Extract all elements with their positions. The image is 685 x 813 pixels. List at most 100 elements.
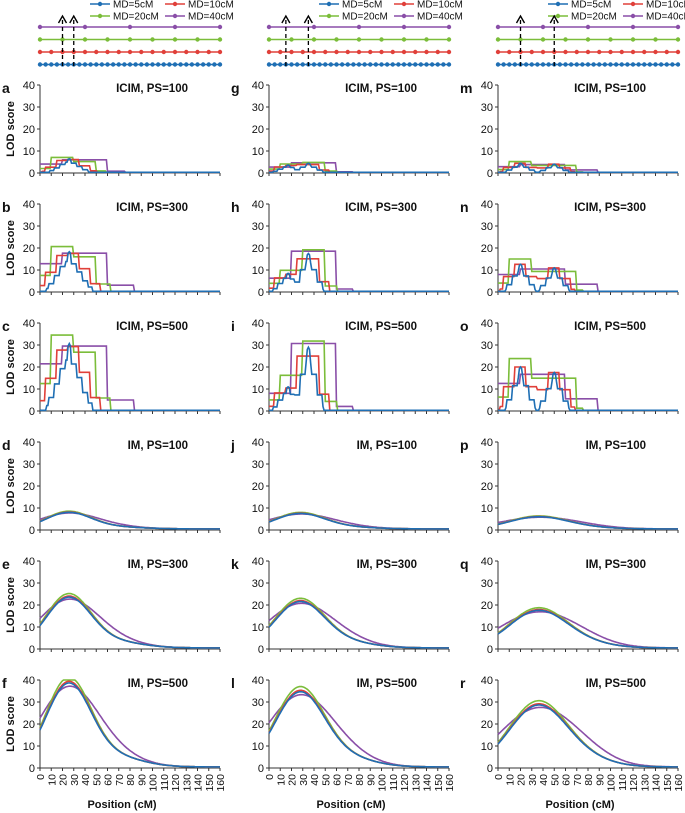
marker-dot bbox=[401, 62, 407, 67]
y-tick-label: 10 bbox=[481, 741, 493, 753]
x-tick-label: 60 bbox=[332, 774, 344, 786]
panel-o: 0 10 20 30 40 o ICIM, PS=500 bbox=[460, 318, 679, 418]
marker-dot bbox=[585, 49, 591, 55]
x-tick-label: 130 bbox=[410, 774, 422, 792]
y-tick-label: 0 bbox=[29, 525, 35, 537]
x-tick-label: 20 bbox=[516, 774, 528, 786]
x-tick-label: 10 bbox=[275, 774, 287, 786]
y-tick-label: 10 bbox=[252, 741, 264, 753]
y-tick-label: 40 bbox=[481, 199, 493, 211]
marker-dot bbox=[495, 62, 501, 67]
series-line-md-40cm bbox=[39, 685, 220, 768]
marker-dot bbox=[379, 49, 384, 55]
y-tick-label: 30 bbox=[481, 697, 493, 709]
y-tick-label: 40 bbox=[23, 318, 35, 330]
panel-n: 0 10 20 30 40 n ICIM, PS=300 bbox=[460, 199, 679, 299]
marker-dot bbox=[49, 62, 54, 67]
marker-dot bbox=[195, 49, 200, 55]
marker-dot bbox=[636, 62, 641, 67]
marker-dot bbox=[60, 37, 65, 42]
marker-dot bbox=[540, 37, 546, 42]
y-tick-label: 30 bbox=[252, 459, 264, 471]
marker-dot bbox=[311, 37, 317, 42]
marker-dot bbox=[540, 49, 546, 55]
y-axis-label: LOD score bbox=[5, 577, 17, 633]
marker-dot bbox=[356, 37, 362, 42]
y-tick-label: 0 bbox=[29, 168, 35, 180]
x-tick-label: 100 bbox=[377, 774, 389, 792]
y-tick-label: 40 bbox=[23, 556, 35, 568]
series-line-md-40cm bbox=[497, 611, 678, 649]
y-tick-label: 30 bbox=[252, 340, 264, 352]
x-tick-label: 60 bbox=[103, 774, 115, 786]
marker-dot bbox=[356, 24, 362, 30]
panel-p: 0 10 20 30 40 p IM, PS=100 bbox=[460, 437, 679, 537]
x-tick-label: 10 bbox=[504, 774, 516, 786]
marker-dot bbox=[512, 62, 518, 67]
x-axis-label: Position (cM) bbox=[87, 799, 156, 811]
y-tick-label: 20 bbox=[481, 719, 493, 731]
marker-dot bbox=[206, 62, 211, 67]
marker-dot bbox=[441, 62, 446, 67]
marker-dot bbox=[37, 49, 43, 55]
panel-title: ICIM, PS=300 bbox=[574, 202, 646, 214]
marker-dot bbox=[54, 62, 60, 67]
series-line-md-5cm bbox=[40, 250, 220, 293]
legend-label: MD=10cM bbox=[646, 0, 685, 11]
marker-dot bbox=[200, 62, 206, 67]
x-tick-label: 50 bbox=[320, 774, 332, 786]
x-tick-label: 70 bbox=[572, 774, 584, 786]
x-tick-label: 150 bbox=[204, 774, 216, 792]
marker-dot bbox=[150, 62, 155, 67]
marker-dot bbox=[523, 62, 529, 67]
panel-title: ICIM, PS=100 bbox=[574, 83, 646, 95]
y-tick-label: 30 bbox=[252, 578, 264, 590]
marker-dot bbox=[574, 49, 579, 55]
marker-dot bbox=[653, 49, 658, 55]
y-tick-label: 40 bbox=[23, 80, 35, 92]
marker-dot bbox=[328, 62, 334, 67]
marker-dot bbox=[362, 62, 367, 67]
marker-dot bbox=[294, 62, 300, 67]
qtl-arrow-icon bbox=[57, 14, 68, 24]
panel-title: IM, PS=100 bbox=[357, 440, 417, 452]
marker-dot bbox=[495, 49, 501, 55]
panel-title: ICIM, PS=500 bbox=[116, 321, 188, 333]
x-tick-label: 110 bbox=[159, 774, 171, 791]
marker-dot bbox=[150, 49, 155, 55]
series-line-md-5cm bbox=[498, 162, 678, 174]
series-line-md-5cm bbox=[497, 609, 678, 649]
marker-dot bbox=[217, 49, 223, 55]
marker-dot bbox=[446, 62, 452, 67]
y-tick-label: 20 bbox=[252, 124, 264, 136]
marker-dot bbox=[144, 62, 150, 67]
marker-dot bbox=[43, 62, 48, 67]
marker-dot bbox=[424, 37, 429, 42]
marker-dot bbox=[602, 62, 608, 67]
marker-dot bbox=[105, 37, 110, 42]
y-axis-label: LOD score bbox=[5, 696, 17, 752]
x-tick-label: 150 bbox=[433, 774, 445, 792]
marker-dot bbox=[150, 37, 155, 42]
x-tick-label: 50 bbox=[91, 774, 103, 786]
legend-label: MD=40cM bbox=[188, 12, 234, 23]
series-line-md-20cm bbox=[39, 679, 220, 768]
x-tick-label: 50 bbox=[549, 774, 561, 786]
marker-dot bbox=[172, 62, 178, 67]
x-tick-label: 90 bbox=[365, 774, 377, 786]
marker-dot bbox=[311, 24, 317, 30]
y-tick-label: 30 bbox=[23, 102, 35, 114]
y-tick-label: 40 bbox=[252, 199, 264, 211]
series-line-md-5cm bbox=[497, 515, 678, 530]
y-tick-label: 10 bbox=[23, 265, 35, 277]
y-axis-label: LOD score bbox=[5, 220, 17, 276]
panel-title: ICIM, PS=300 bbox=[116, 202, 188, 214]
y-tick-label: 0 bbox=[29, 763, 35, 775]
y-tick-label: 10 bbox=[252, 146, 264, 158]
marker-dot bbox=[619, 49, 624, 55]
panel-title: ICIM, PS=500 bbox=[345, 321, 417, 333]
marker-dot bbox=[172, 37, 178, 42]
x-tick-label: 0 bbox=[264, 774, 276, 780]
marker-dot bbox=[664, 49, 669, 55]
